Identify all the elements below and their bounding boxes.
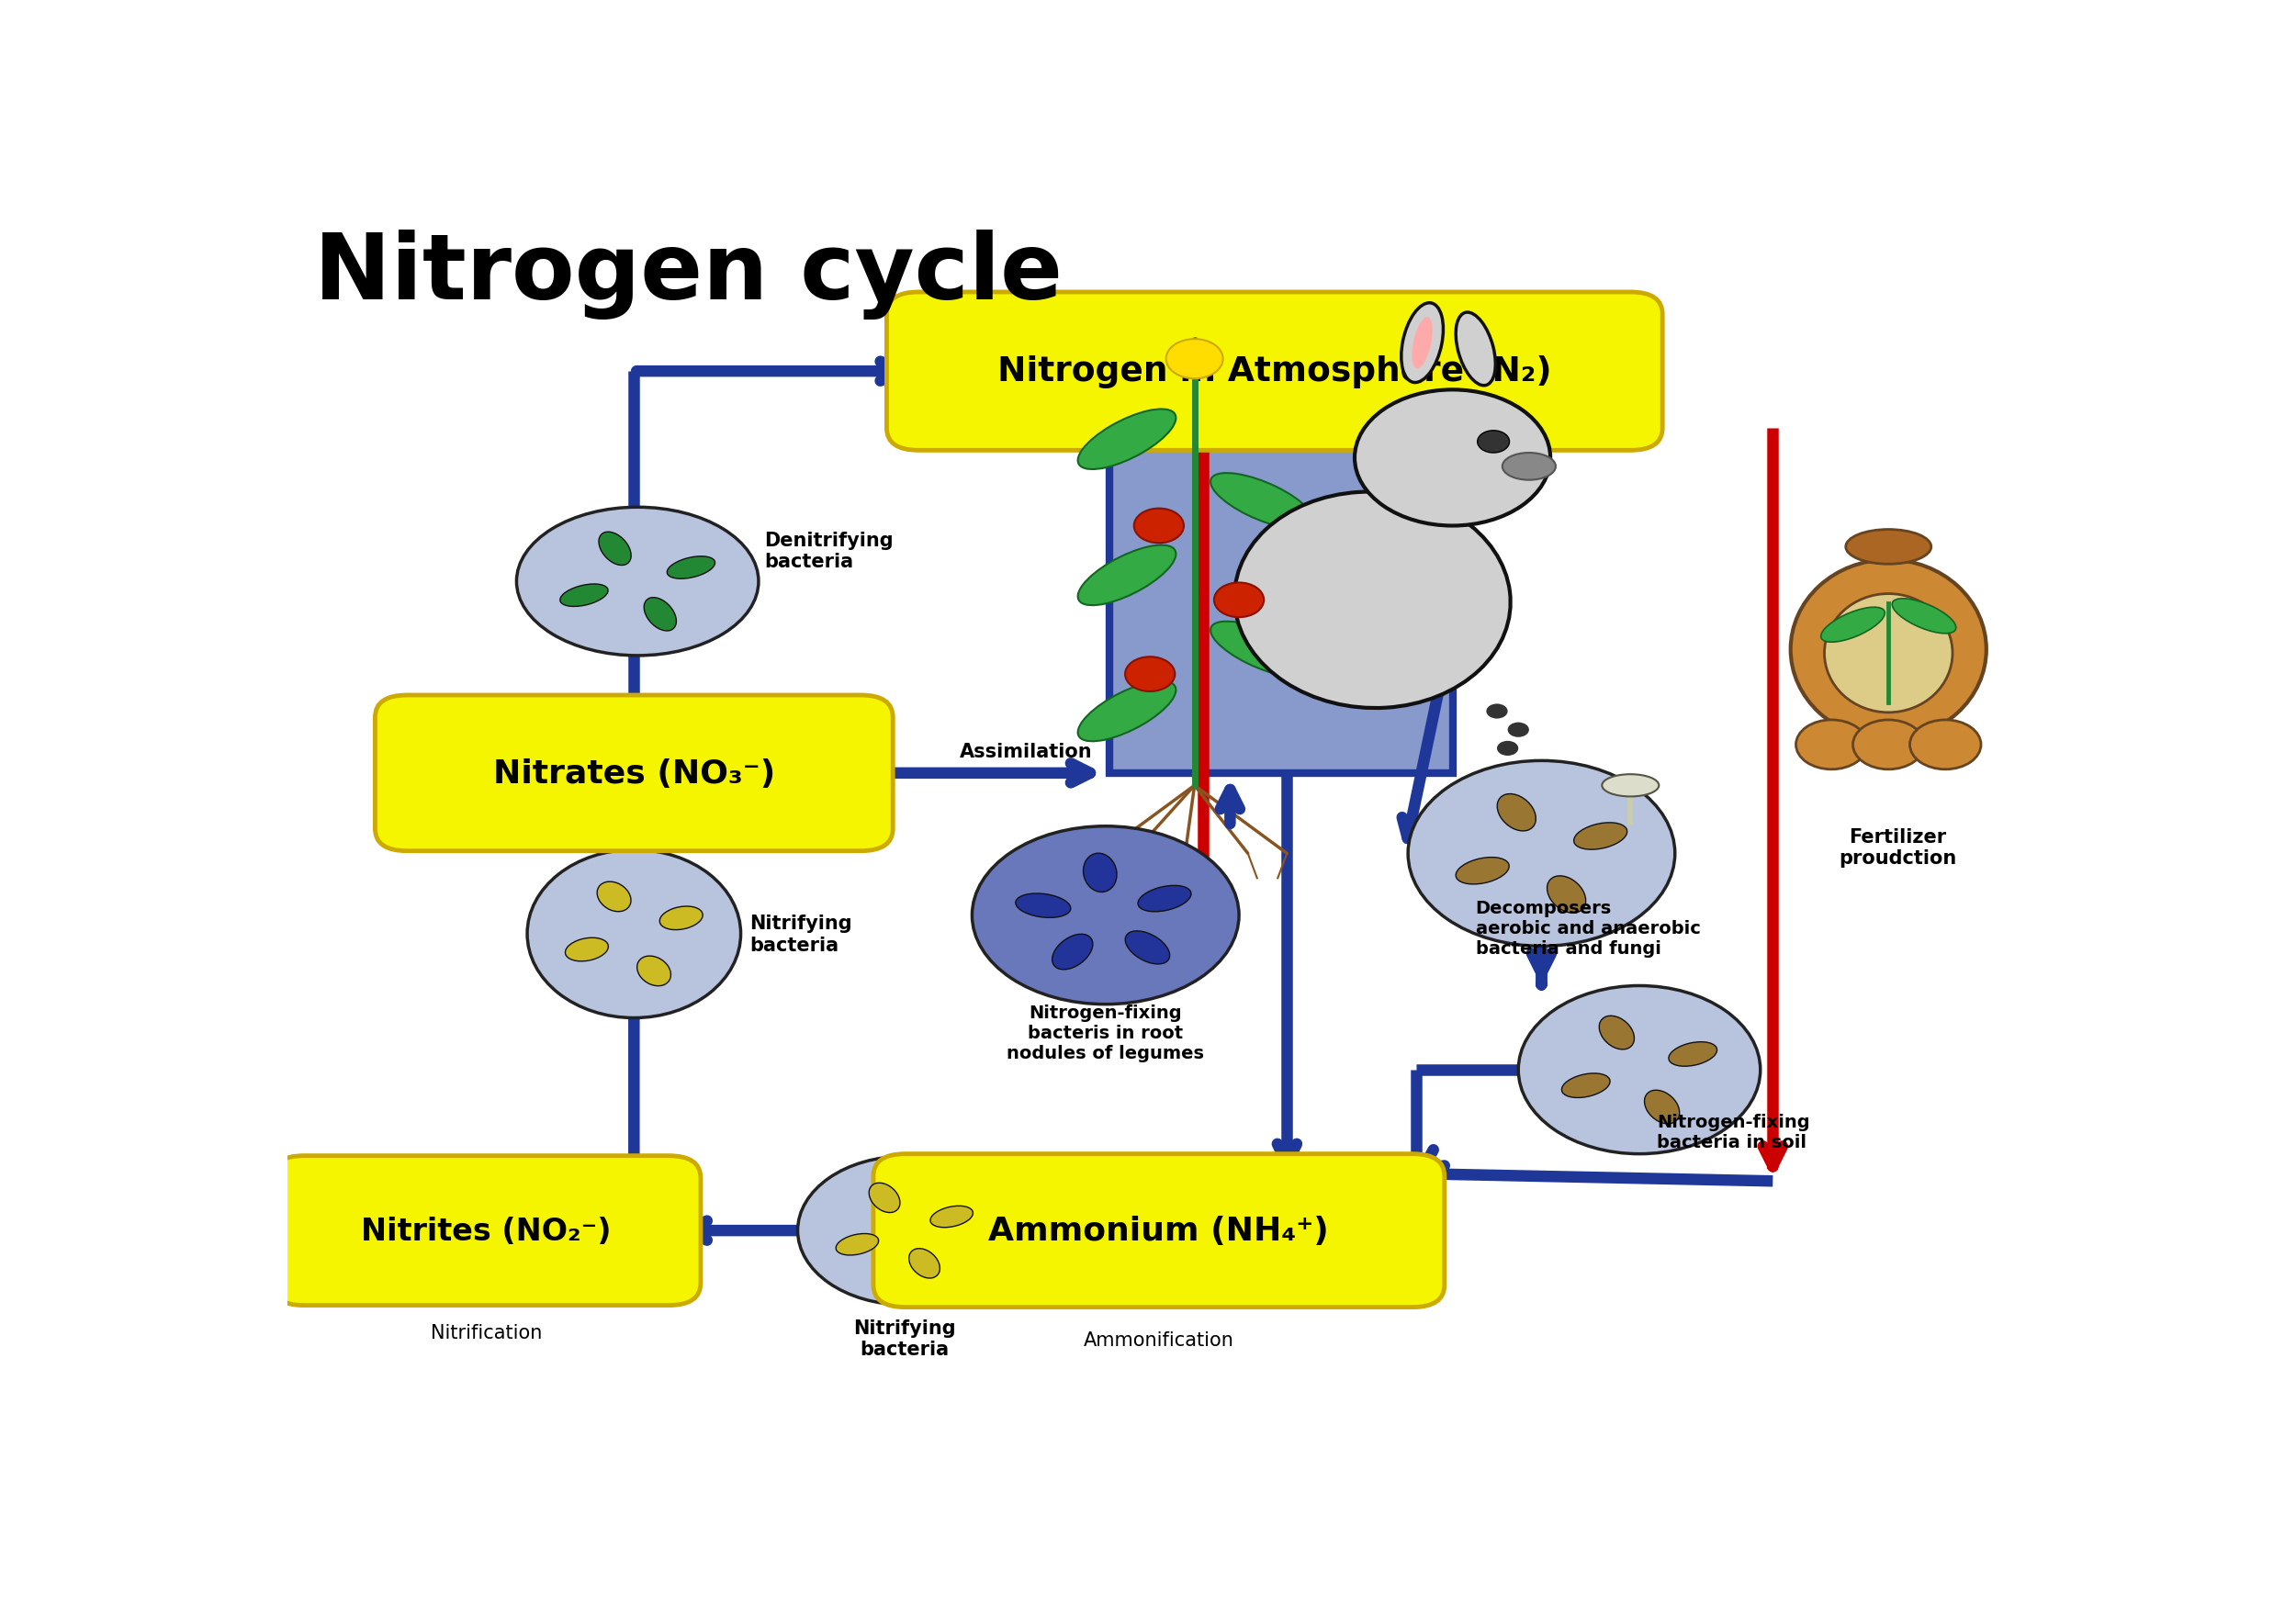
FancyBboxPatch shape xyxy=(271,1156,700,1305)
Ellipse shape xyxy=(1401,303,1444,384)
Text: Denitrifying
bacteria: Denitrifying bacteria xyxy=(765,531,893,571)
Ellipse shape xyxy=(1139,886,1192,912)
Ellipse shape xyxy=(1825,594,1952,713)
Ellipse shape xyxy=(1669,1042,1717,1067)
Ellipse shape xyxy=(1791,560,1986,740)
Ellipse shape xyxy=(659,907,703,931)
Ellipse shape xyxy=(1407,761,1676,947)
Ellipse shape xyxy=(1821,608,1885,642)
Ellipse shape xyxy=(909,1249,939,1278)
Ellipse shape xyxy=(1497,794,1536,831)
Circle shape xyxy=(1476,432,1508,453)
Ellipse shape xyxy=(565,937,608,961)
Circle shape xyxy=(1508,722,1529,738)
Ellipse shape xyxy=(599,533,631,567)
Circle shape xyxy=(1134,509,1185,544)
Ellipse shape xyxy=(636,957,670,985)
Circle shape xyxy=(1125,658,1176,692)
Circle shape xyxy=(1166,340,1224,379)
Ellipse shape xyxy=(1846,530,1931,565)
FancyBboxPatch shape xyxy=(374,695,893,851)
Ellipse shape xyxy=(1561,1074,1609,1098)
Text: Nitrates (NO₃⁻): Nitrates (NO₃⁻) xyxy=(494,758,776,790)
Text: Nitrites (NO₂⁻): Nitrites (NO₂⁻) xyxy=(360,1215,611,1245)
Text: Nitrifying
bacteria: Nitrifying bacteria xyxy=(748,915,852,953)
Ellipse shape xyxy=(528,851,742,1018)
Ellipse shape xyxy=(1502,453,1557,480)
Ellipse shape xyxy=(1235,493,1511,708)
Text: Nitrogen cycle: Nitrogen cycle xyxy=(315,230,1063,319)
Ellipse shape xyxy=(1210,473,1313,530)
Ellipse shape xyxy=(597,883,631,912)
Text: Nitrogen-fixing
bacteris in root
nodules of legumes: Nitrogen-fixing bacteris in root nodules… xyxy=(1006,1005,1205,1063)
Ellipse shape xyxy=(1077,546,1176,605)
Text: Ammonium (NH₄⁺): Ammonium (NH₄⁺) xyxy=(990,1215,1329,1247)
Ellipse shape xyxy=(517,507,758,656)
Ellipse shape xyxy=(1573,823,1628,851)
Text: Assimilation: Assimilation xyxy=(960,742,1093,761)
Ellipse shape xyxy=(930,1205,974,1228)
Ellipse shape xyxy=(1892,599,1956,634)
Ellipse shape xyxy=(1456,857,1508,884)
Ellipse shape xyxy=(836,1234,879,1255)
Ellipse shape xyxy=(1548,876,1587,913)
Ellipse shape xyxy=(668,557,714,579)
Circle shape xyxy=(1910,721,1981,770)
Ellipse shape xyxy=(560,584,608,607)
Text: Fertilizer
proudction: Fertilizer proudction xyxy=(1839,828,1956,867)
Circle shape xyxy=(1795,721,1867,770)
Ellipse shape xyxy=(1015,894,1070,918)
Circle shape xyxy=(1853,721,1924,770)
Ellipse shape xyxy=(868,1183,900,1213)
FancyBboxPatch shape xyxy=(886,292,1662,451)
Circle shape xyxy=(1486,705,1508,719)
Ellipse shape xyxy=(1644,1090,1678,1123)
Circle shape xyxy=(1215,583,1263,618)
Text: Nitrification: Nitrification xyxy=(432,1323,542,1342)
Text: Nitrogen in Atmosphere (N₂): Nitrogen in Atmosphere (N₂) xyxy=(996,355,1552,388)
Ellipse shape xyxy=(1052,934,1093,969)
Ellipse shape xyxy=(1210,621,1313,677)
Ellipse shape xyxy=(1077,409,1176,470)
FancyBboxPatch shape xyxy=(872,1154,1444,1308)
Ellipse shape xyxy=(1600,1016,1635,1050)
Ellipse shape xyxy=(643,599,677,631)
Circle shape xyxy=(1355,390,1550,526)
Ellipse shape xyxy=(1084,854,1116,892)
Circle shape xyxy=(1497,742,1518,756)
Ellipse shape xyxy=(1518,985,1761,1154)
Ellipse shape xyxy=(1456,313,1495,387)
Text: Nitrogen-fixing
bacteria in soil: Nitrogen-fixing bacteria in soil xyxy=(1658,1112,1809,1151)
FancyBboxPatch shape xyxy=(1109,416,1453,774)
Text: Nitrifying
bacteria: Nitrifying bacteria xyxy=(854,1318,955,1358)
Ellipse shape xyxy=(1125,931,1169,965)
Ellipse shape xyxy=(971,827,1240,1005)
Text: Ammonification: Ammonification xyxy=(1084,1331,1235,1348)
Ellipse shape xyxy=(1077,682,1176,742)
Ellipse shape xyxy=(1412,318,1433,369)
Text: Decomposers
aerobic and anaerobic
bacteria and fungi: Decomposers aerobic and anaerobic bacter… xyxy=(1476,899,1701,957)
Ellipse shape xyxy=(1603,775,1660,798)
Ellipse shape xyxy=(797,1157,1010,1305)
